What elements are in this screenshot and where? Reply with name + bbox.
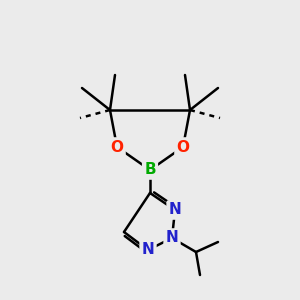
Text: N: N: [142, 242, 154, 257]
Text: N: N: [166, 230, 178, 245]
Text: O: O: [176, 140, 190, 154]
Text: N: N: [169, 202, 182, 217]
Text: B: B: [144, 163, 156, 178]
Text: O: O: [110, 140, 124, 154]
